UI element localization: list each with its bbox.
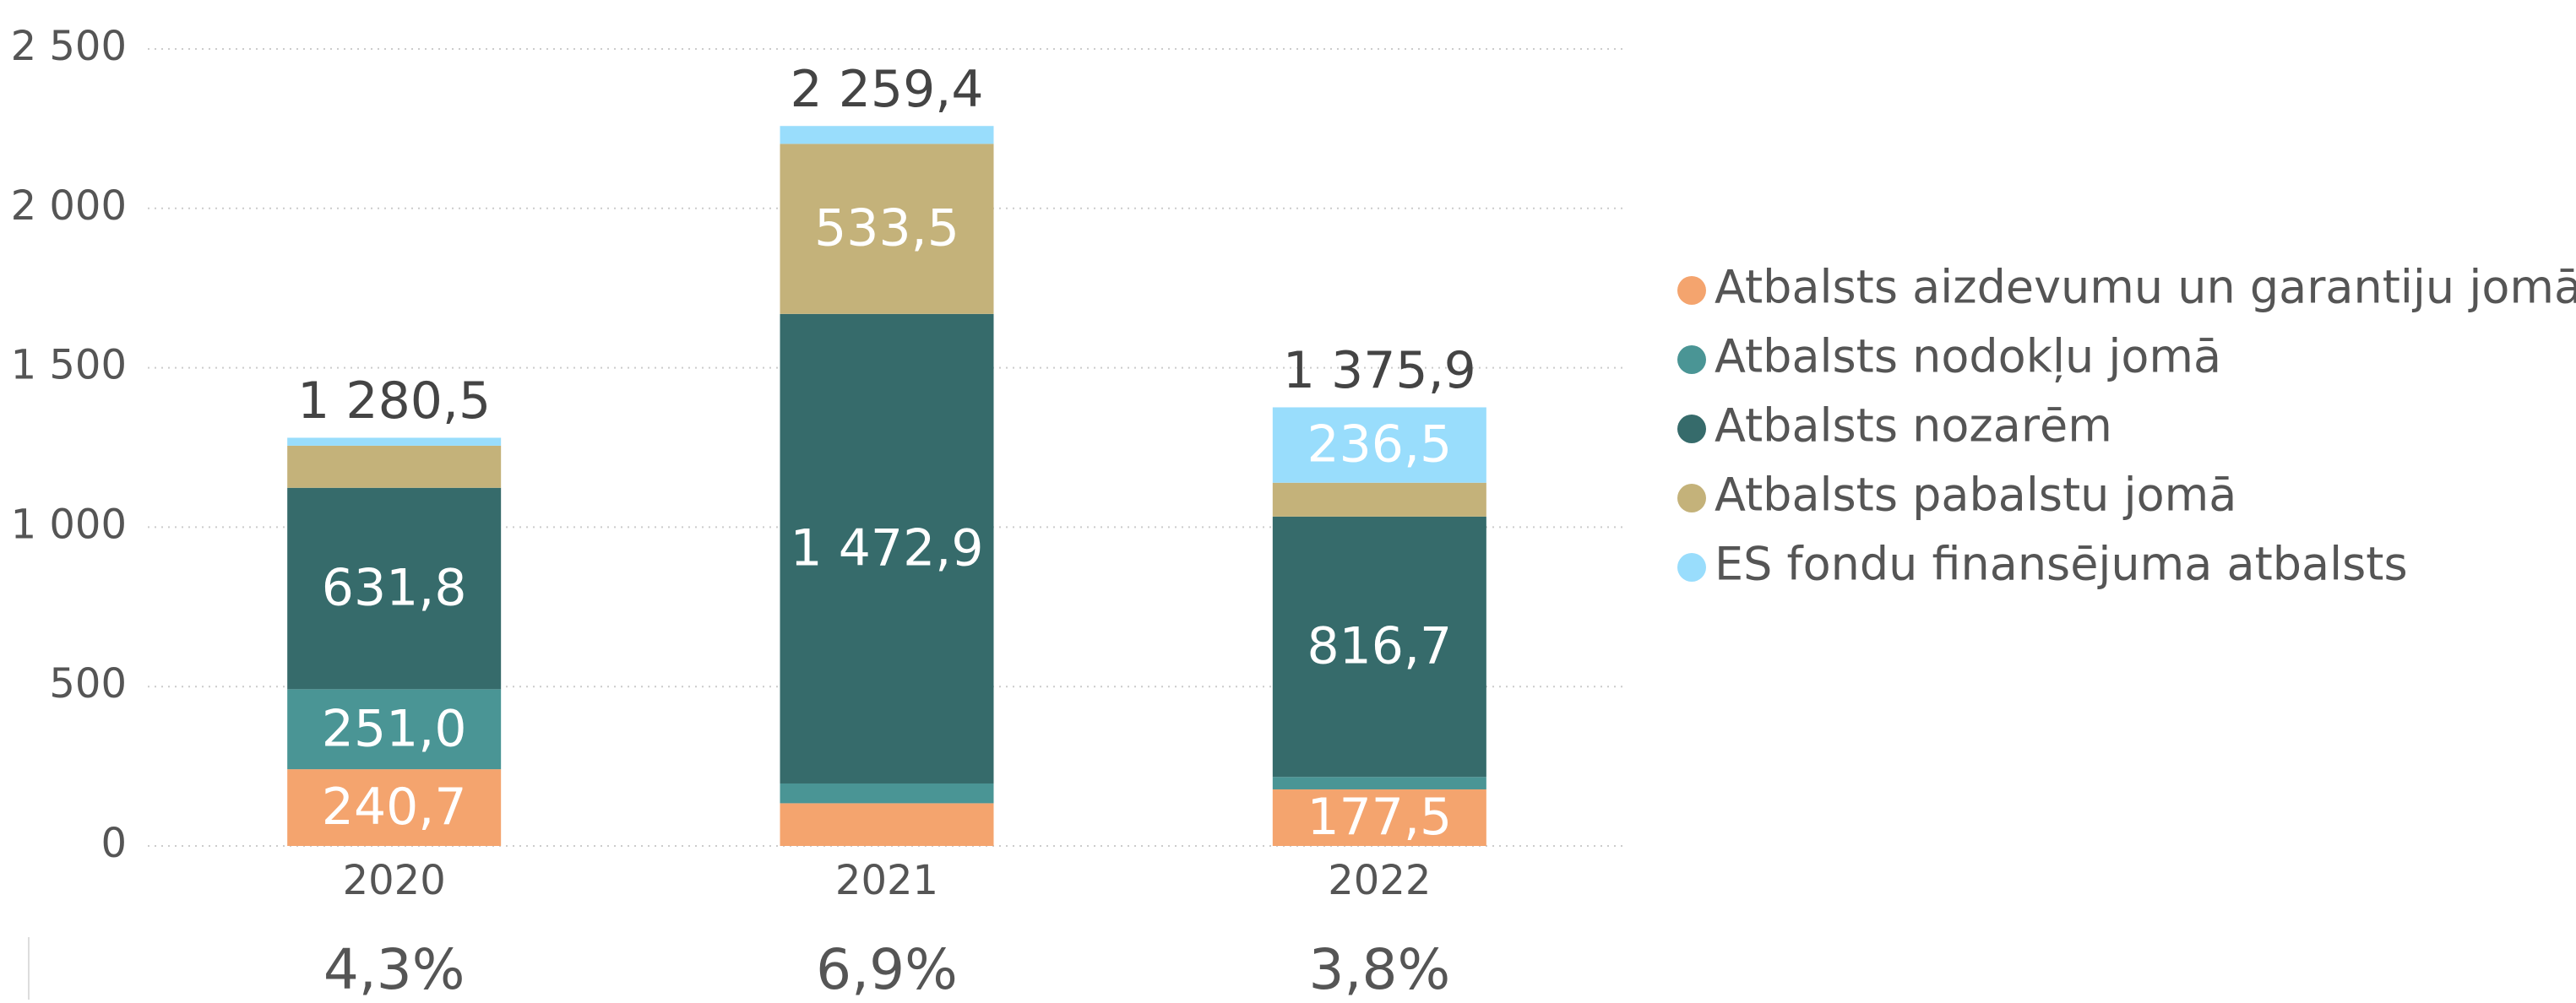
- total-label: 1 280,5: [297, 371, 491, 431]
- legend-marker: [1677, 345, 1706, 374]
- bottom-label: 4,3%: [323, 937, 465, 1000]
- y-tick-label: 2 500: [11, 23, 127, 70]
- bar-segment: [287, 445, 502, 488]
- data-label: 533,5: [814, 199, 959, 258]
- legend-marker: [1677, 553, 1706, 582]
- bar-segment: [287, 437, 502, 446]
- data-label: 240,7: [322, 778, 467, 837]
- y-tick-label: 1 000: [11, 501, 127, 548]
- legend-label: ES fondu finansējuma atbalsts: [1715, 538, 2408, 591]
- total-label: 1 375,9: [1283, 341, 1476, 400]
- bar-segment: [287, 689, 502, 770]
- x-tick-label: 2020: [343, 857, 446, 904]
- bar-segment: [1272, 516, 1486, 778]
- bar-segment: [1272, 482, 1486, 517]
- bottom-label: 3,8%: [1308, 937, 1450, 1000]
- bar-segment: [780, 783, 994, 804]
- bar-segment: [287, 769, 502, 846]
- bar-segment: [780, 144, 994, 314]
- bar-segment: [780, 126, 994, 144]
- legend-label: Atbalsts pabalstu jomā: [1715, 469, 2236, 522]
- x-tick-label: 2021: [835, 857, 938, 904]
- bar-segment: [780, 313, 994, 783]
- bar-segment: [287, 487, 502, 690]
- legend-label: Atbalsts aizdevumu un garantiju jomā: [1715, 261, 2576, 314]
- legend-marker: [1677, 415, 1706, 443]
- y-tick-label: 1 500: [11, 342, 127, 389]
- total-label: 2 259,4: [790, 60, 983, 119]
- bottom-label: 6,9%: [816, 937, 958, 1000]
- bar-segment: [1272, 789, 1486, 846]
- data-label: 1 472,9: [790, 519, 983, 578]
- data-label: 236,5: [1307, 415, 1452, 474]
- data-label: 816,7: [1307, 617, 1452, 676]
- data-label: 251,0: [322, 699, 467, 758]
- bar-segment: [1272, 407, 1486, 483]
- legend-label: Atbalsts nodokļu jomā: [1715, 330, 2221, 383]
- y-tick-label: 2 000: [11, 182, 127, 230]
- bar-segment: [1272, 777, 1486, 789]
- legend-label: Atbalsts nozarēm: [1715, 399, 2112, 453]
- legend-marker: [1677, 276, 1706, 305]
- y-tick-label: 0: [101, 820, 127, 867]
- legend-marker: [1677, 484, 1706, 512]
- x-tick-label: 2022: [1328, 857, 1431, 904]
- bar-segment: [780, 803, 994, 846]
- data-label: 631,8: [322, 559, 467, 618]
- y-tick-label: 500: [49, 660, 127, 708]
- data-label: 177,5: [1307, 788, 1452, 847]
